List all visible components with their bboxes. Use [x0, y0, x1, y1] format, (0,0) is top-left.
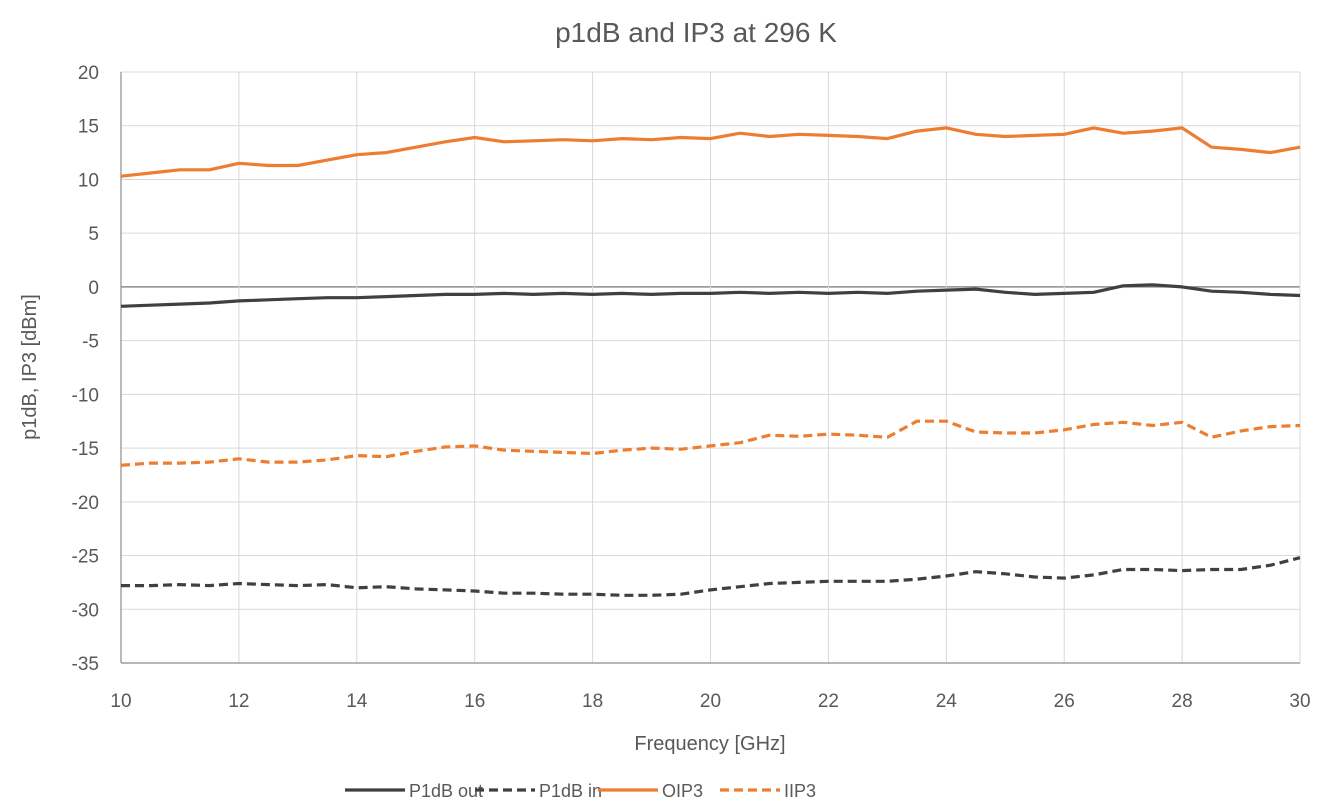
x-tick-label: 20	[700, 691, 721, 712]
series-lines	[120, 126, 1301, 597]
x-tick-label: 10	[110, 691, 131, 712]
y-tick-label: -30	[72, 600, 99, 621]
legend-label: IIP3	[784, 781, 816, 801]
x-tick-label: 28	[1172, 691, 1193, 712]
x-tick-labels: 10 12 14 16 18 20 22 24 26 28 30	[110, 691, 1310, 712]
legend-label: P1dB in	[539, 781, 602, 801]
legend: P1dB out P1dB in OIP3 IIP3	[345, 781, 816, 801]
series-line-oip3	[120, 126, 1301, 178]
y-axis-label: p1dB, IP3 [dBm]	[19, 294, 41, 440]
series-line-p1db-in	[121, 556, 1301, 597]
series-line-iip3	[120, 419, 1301, 467]
y-tick-labels: 20 15 10 5 0 -5 -10 -15 -20 -25 -30 -35	[72, 63, 99, 675]
y-tick-label: -15	[72, 439, 99, 460]
axes	[120, 72, 1300, 664]
x-tick-label: 22	[818, 691, 839, 712]
gridlines	[120, 71, 1301, 664]
chart-title: p1dB and IP3 at 296 K	[555, 17, 837, 48]
legend-label: OIP3	[662, 781, 703, 801]
y-tick-label: -25	[72, 547, 99, 568]
x-tick-label: 16	[464, 691, 485, 712]
x-tick-label: 26	[1054, 691, 1075, 712]
y-tick-label: 20	[78, 63, 99, 84]
x-tick-label: 24	[936, 691, 958, 712]
x-tick-label: 14	[346, 691, 368, 712]
y-tick-label: 5	[88, 224, 99, 245]
x-tick-label: 18	[582, 691, 603, 712]
series-line-p1db-out	[120, 283, 1301, 308]
legend-label: P1dB out	[409, 781, 483, 801]
y-tick-label: 0	[88, 278, 99, 299]
y-tick-label: -5	[82, 332, 99, 353]
y-tick-label: 10	[78, 170, 99, 191]
y-tick-label: -20	[72, 493, 99, 514]
x-tick-label: 12	[228, 691, 249, 712]
y-tick-label: 15	[78, 117, 99, 138]
y-tick-label: -10	[72, 385, 99, 406]
y-tick-label: -35	[72, 654, 99, 675]
x-tick-label: 30	[1289, 691, 1310, 712]
x-axis-label: Frequency [GHz]	[634, 733, 785, 755]
